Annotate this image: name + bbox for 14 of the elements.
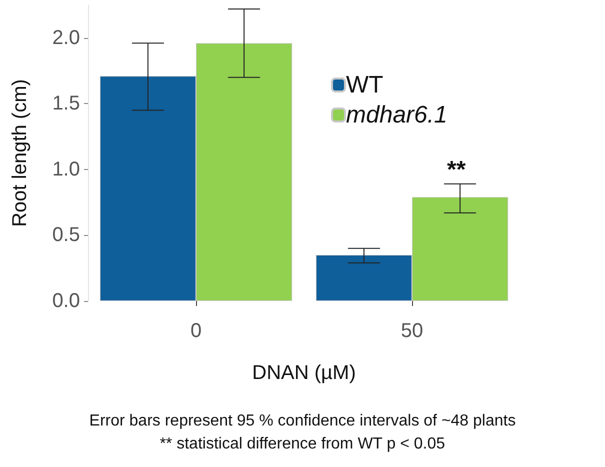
x-tick-label: 0: [190, 320, 202, 342]
y-axis-title: Root length (cm): [9, 79, 31, 227]
y-tick-label: 2.0: [52, 26, 80, 49]
x-axis-title: DNAN (µM): [252, 362, 356, 384]
text: Error bars represent 95 % confidence intervals of ~48 plants: [89, 412, 516, 430]
x-tick-label: 50: [400, 320, 424, 342]
legend-label: mdhar6.1: [346, 102, 448, 128]
y-tick-label: 1.5: [52, 92, 80, 115]
annotation: **: [447, 156, 466, 184]
y-tick-label: 1.0: [52, 158, 80, 180]
y-tick-label: 0.0: [52, 290, 80, 312]
legend-label: WT: [346, 72, 384, 98]
text: ** statistical difference from WT p < 0.05: [160, 436, 446, 452]
y-tick-label: 0.5: [52, 224, 80, 246]
